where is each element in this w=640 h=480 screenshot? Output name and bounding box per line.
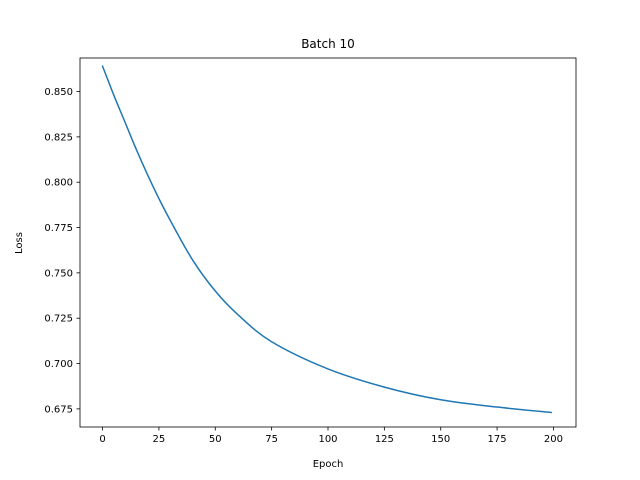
y-tick-label: 0.750 (44, 268, 73, 279)
y-tick-label: 0.800 (44, 178, 73, 189)
y-tick-label: 0.700 (44, 359, 73, 370)
series-group (101, 65, 553, 414)
x-tick-label: 25 (153, 434, 166, 445)
y-tick-label: 0.725 (44, 314, 73, 325)
y-tick-label: 0.675 (44, 404, 73, 415)
x-tick-label: 200 (544, 434, 563, 445)
y-axis-label: Loss (14, 232, 25, 254)
x-tick-label: 175 (488, 434, 507, 445)
x-tick-label: 125 (375, 434, 394, 445)
y-axis: 0.675 0.700 0.725 0.750 0.775 0.800 0.825 0.850 (44, 87, 80, 415)
loss-line (101, 65, 553, 414)
y-tick-label: 0.850 (44, 87, 73, 98)
x-tick-label: 100 (318, 434, 337, 445)
x-tick-label: 150 (431, 434, 450, 445)
y-tick-label: 0.775 (44, 223, 73, 234)
plot-frame (79, 57, 577, 428)
x-tick-label: 0 (99, 434, 105, 445)
y-tick-label: 0.825 (44, 132, 73, 143)
chart-title: Batch 10 (301, 37, 355, 51)
x-tick-label: 75 (265, 434, 278, 445)
x-tick-label: 50 (209, 434, 222, 445)
x-axis-label: Epoch (313, 459, 344, 470)
x-axis: 0 25 50 75 100 125 150 175 200 (99, 427, 563, 445)
